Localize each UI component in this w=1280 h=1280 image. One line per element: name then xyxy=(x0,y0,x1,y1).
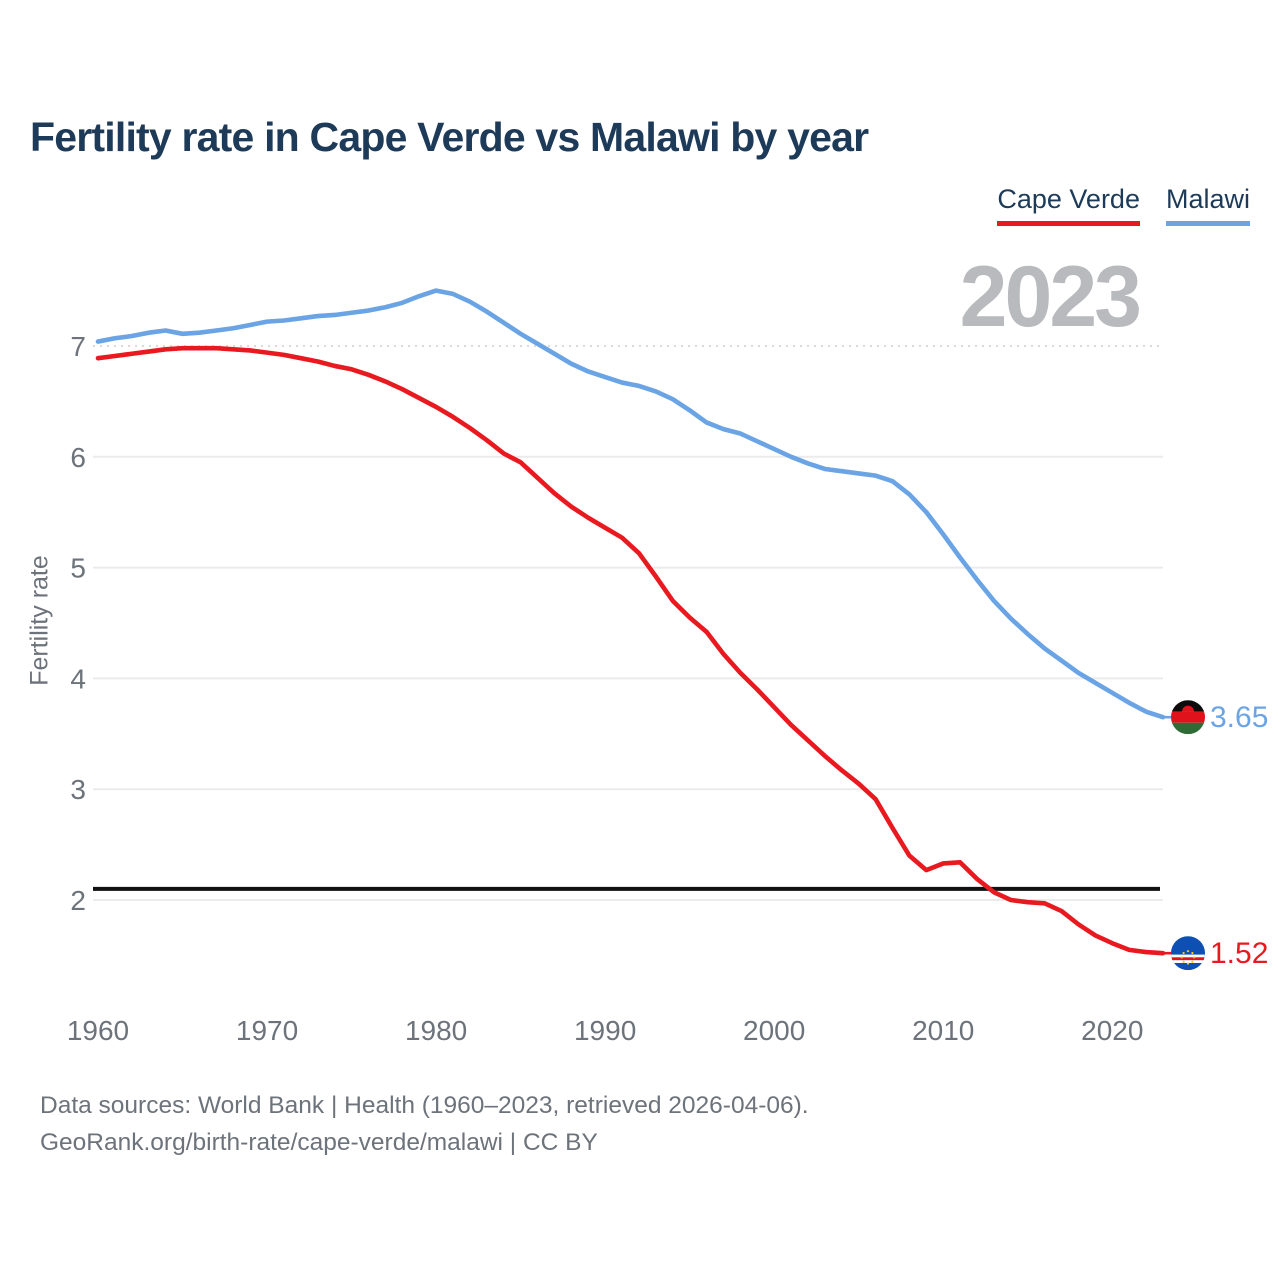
legend-label-cape-verde: Cape Verde xyxy=(997,184,1140,214)
page-title: Fertility rate in Cape Verde vs Malawi b… xyxy=(30,114,869,160)
legend-item-cape-verde[interactable]: Cape Verde xyxy=(997,184,1140,226)
year-watermark: 2023 xyxy=(959,249,1142,345)
star-dot xyxy=(1182,951,1185,955)
star-dot xyxy=(1186,962,1190,965)
malawi-flag-icon xyxy=(1171,700,1205,735)
star-dot xyxy=(1191,960,1194,963)
legend: Cape Verde Malawi xyxy=(997,184,1250,226)
malawi-line xyxy=(95,288,1166,720)
cape-verde-end-value: 1.52 xyxy=(1210,937,1268,970)
cape-verde-flag-icon xyxy=(1171,936,1205,971)
x-tick-label: 2000 xyxy=(743,1015,805,1046)
x-tick-label: 2010 xyxy=(912,1015,974,1046)
star-dot xyxy=(1191,951,1194,955)
y-tick-label: 5 xyxy=(70,553,86,584)
malawi-end-value: 3.65 xyxy=(1210,701,1268,734)
star-dot xyxy=(1182,960,1185,963)
x-tick-label: 1960 xyxy=(67,1015,129,1046)
y-tick-label: 7 xyxy=(70,331,86,362)
legend-item-malawi[interactable]: Malawi xyxy=(1165,184,1250,226)
x-tick-label: 1980 xyxy=(405,1015,467,1046)
x-tick-label: 2020 xyxy=(1081,1015,1143,1046)
x-tick-label: 1990 xyxy=(574,1015,636,1046)
y-tick-label: 3 xyxy=(70,774,86,805)
star-dot xyxy=(1193,956,1196,959)
y-tick-label: 4 xyxy=(70,663,86,694)
star-dot xyxy=(1186,950,1190,953)
cape-verde-line xyxy=(95,345,1166,956)
y-tick-label: 2 xyxy=(70,885,86,916)
grid-layer: 2 3 4 5 6 7 1960 1970 1980 1990 2000 2010 2020 xyxy=(67,331,1163,1046)
star-dot xyxy=(1180,956,1183,959)
x-tick-label: 1970 xyxy=(236,1015,298,1046)
footer-attribution: GeoRank.org/birth-rate/cape-verde/malawi… xyxy=(40,1129,598,1156)
y-tick-label: 6 xyxy=(70,442,86,473)
footer-sources: Data sources: World Bank | Health (1960–… xyxy=(40,1092,809,1119)
legend-label-malawi: Malawi xyxy=(1165,184,1250,214)
series-layer xyxy=(95,288,1171,956)
